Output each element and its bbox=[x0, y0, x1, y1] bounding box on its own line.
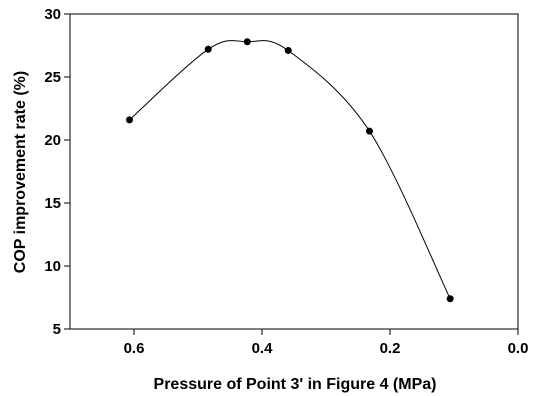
data-point bbox=[446, 295, 454, 303]
data-point bbox=[204, 45, 212, 53]
x-tick-label: 0.0 bbox=[508, 340, 529, 357]
y-axis-ticks: 5 10 15 20 25 30 bbox=[44, 6, 70, 338]
y-axis-title: COP improvement rate (%) bbox=[12, 71, 29, 273]
x-axis-ticks: 0.6 0.4 0.2 0.0 bbox=[124, 329, 529, 357]
y-tick-label: 10 bbox=[44, 258, 61, 275]
plot-frame bbox=[69, 13, 519, 330]
data-points bbox=[126, 38, 454, 303]
x-tick-label: 0.4 bbox=[252, 340, 274, 357]
series-line bbox=[129, 40, 451, 299]
y-tick-label: 30 bbox=[44, 6, 61, 23]
y-tick-label: 15 bbox=[44, 195, 61, 212]
x-tick-label: 0.2 bbox=[380, 340, 401, 357]
y-tick-label: 25 bbox=[44, 69, 61, 86]
y-tick-label: 5 bbox=[53, 321, 61, 338]
data-point bbox=[243, 38, 251, 46]
data-point bbox=[366, 127, 374, 135]
data-point bbox=[284, 47, 292, 55]
x-tick-label: 0.6 bbox=[124, 340, 145, 357]
data-point bbox=[126, 116, 134, 124]
y-tick-label: 20 bbox=[44, 132, 61, 149]
x-axis-title: Pressure of Point 3' in Figure 4 (MPa) bbox=[154, 376, 437, 393]
